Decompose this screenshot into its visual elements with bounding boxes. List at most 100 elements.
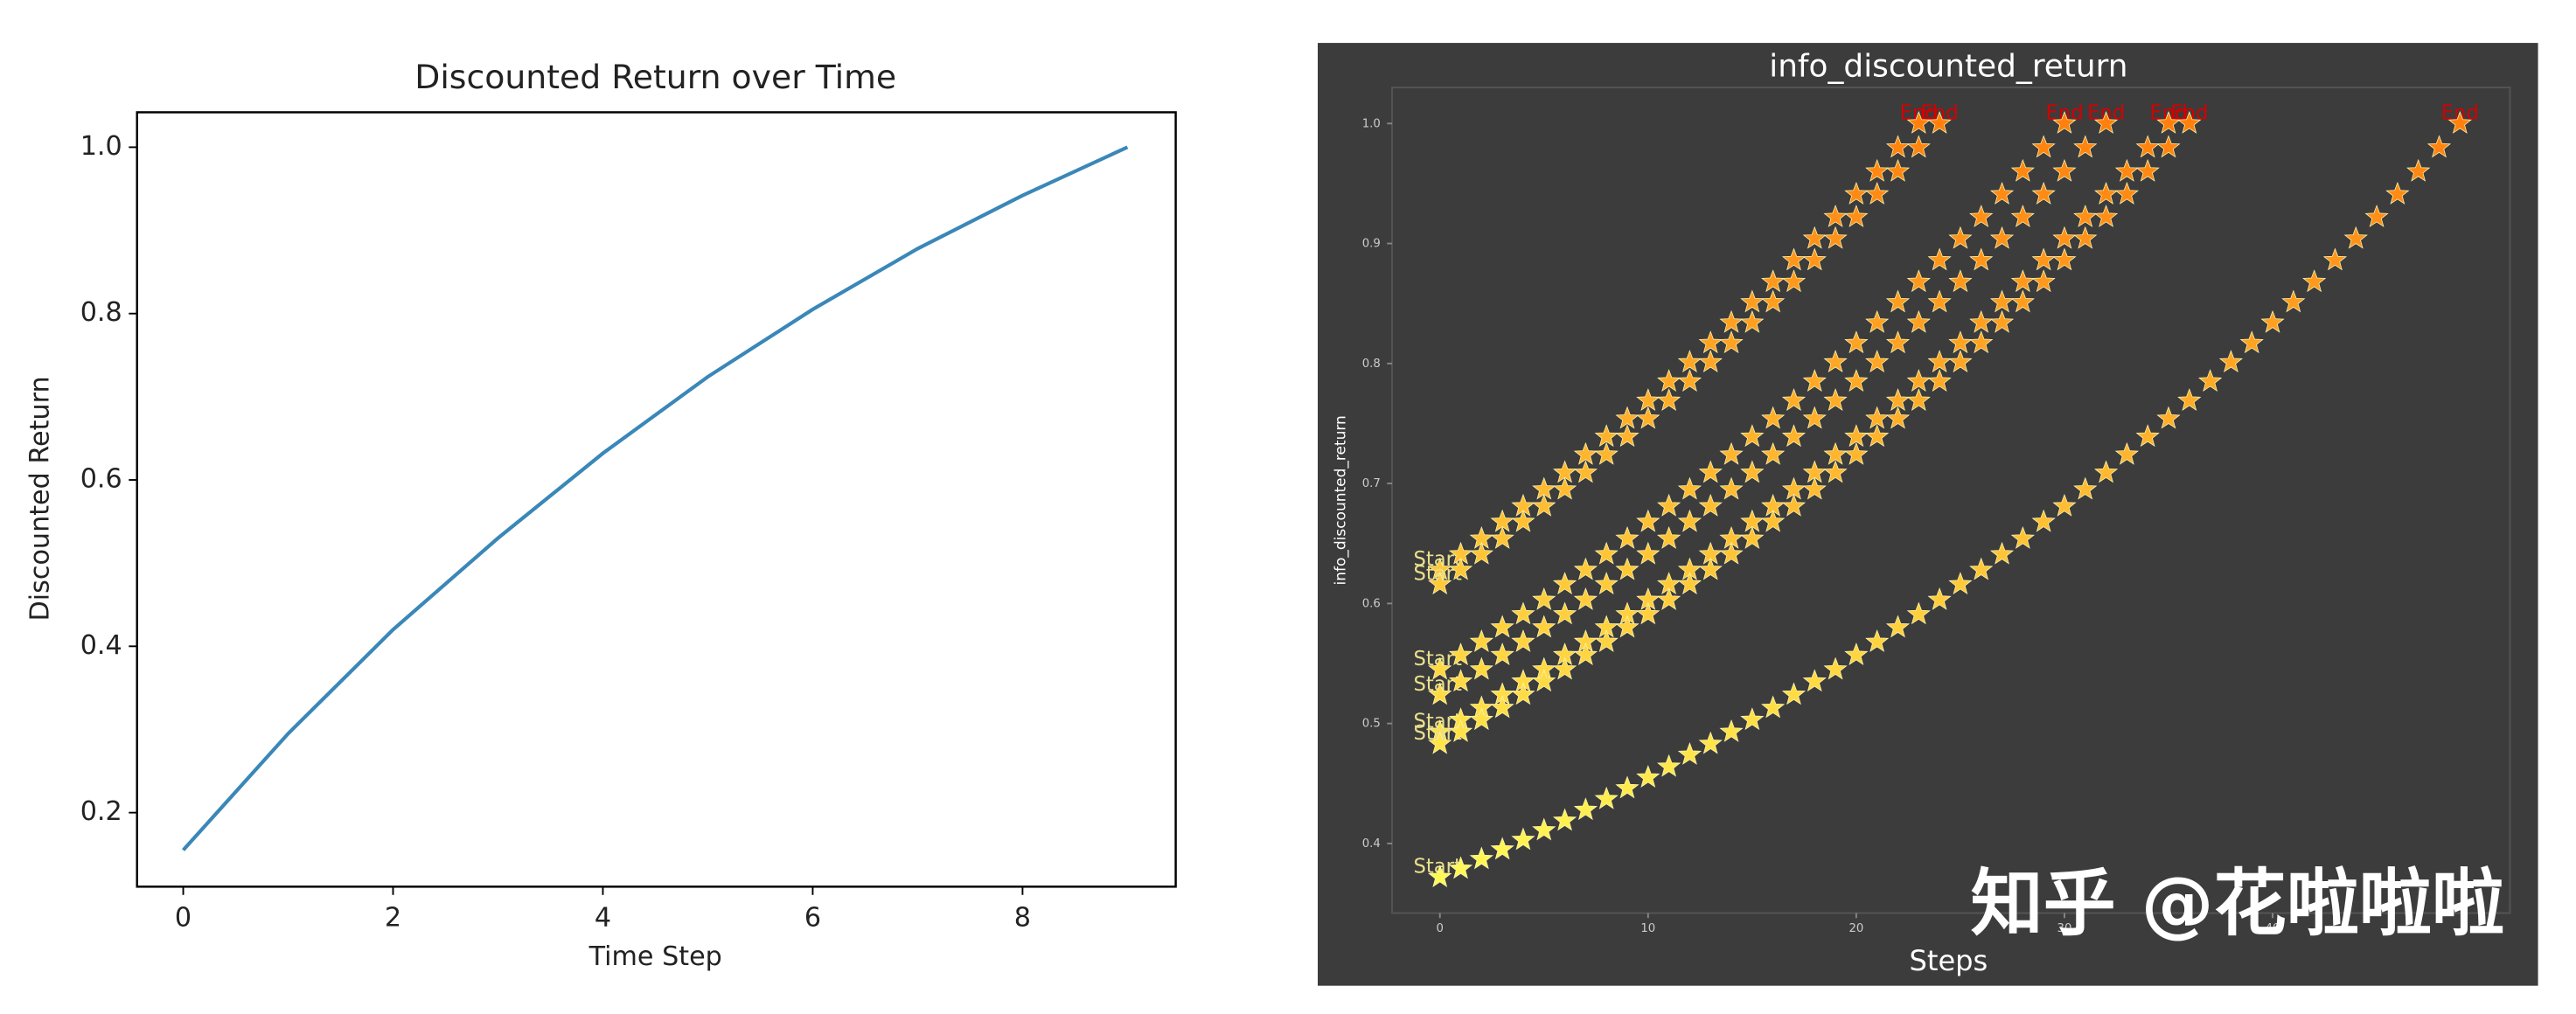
star-point: [1698, 557, 1723, 580]
star-point: [1490, 615, 1514, 638]
star-point: [1719, 476, 1744, 500]
star-point: [1885, 615, 1911, 638]
star-point: [1636, 765, 1660, 788]
star-point: [2343, 226, 2368, 249]
star-point: [1511, 601, 1535, 625]
star-point: [1719, 309, 1744, 333]
star-point: [1781, 388, 1807, 411]
star-point: [1573, 441, 1598, 465]
star-point: [1552, 476, 1577, 500]
star-point: [1906, 110, 1931, 134]
star-point: [1532, 817, 1556, 841]
star-point: [1677, 742, 1702, 765]
x-tick-label: 0: [1437, 922, 1444, 935]
star-point: [1448, 669, 1473, 692]
star-point: [1677, 572, 1702, 595]
star-point: [2052, 247, 2077, 271]
star-point: [2093, 181, 2119, 205]
star-point: [1906, 309, 1931, 333]
star-point: [1740, 707, 1765, 731]
star-point: [1927, 110, 1952, 134]
star-point: [2031, 181, 2056, 205]
star-point: [1802, 226, 1827, 249]
x-axis-label: Time Step: [588, 941, 722, 972]
star-point: [1823, 388, 1848, 411]
y-tick-label: 0.4: [1362, 837, 1381, 851]
star-point: [2010, 289, 2035, 313]
star-point: [2114, 441, 2139, 465]
star-point: [1532, 615, 1556, 638]
chart-title: info_discounted_return: [1769, 48, 2127, 84]
star-point: [1719, 719, 1744, 742]
x-tick-label: 10: [1640, 922, 1655, 935]
star-point: [1906, 388, 1931, 411]
star-point: [2031, 247, 2056, 271]
star-point: [2093, 110, 2119, 134]
star-point: [1698, 330, 1723, 354]
plot-frame: [136, 111, 1177, 888]
star-point: [1615, 406, 1640, 429]
star-point: [1761, 289, 1786, 313]
star-point: [1657, 493, 1681, 517]
star-point: [1428, 731, 1452, 754]
star-point: [1823, 205, 1848, 227]
star-point: [1448, 642, 1473, 665]
data-line: [181, 145, 1129, 851]
x-axis-label: Steps: [1909, 944, 1988, 977]
star-point: [1885, 388, 1911, 411]
star-point: [1615, 525, 1640, 549]
x-tick-label: 20: [1848, 922, 1863, 935]
star-point: [1781, 424, 1807, 448]
star-point: [1969, 330, 1994, 354]
star-point: [1989, 226, 2015, 249]
star-point: [1927, 369, 1952, 392]
star-point: [2177, 388, 2202, 411]
star-point: [1802, 406, 1827, 429]
y-tick-label: 0.5: [1362, 718, 1381, 731]
star-point: [2010, 269, 2035, 293]
star-point: [2114, 181, 2139, 205]
star-point: [1761, 695, 1786, 719]
star-point: [1781, 247, 1807, 271]
star-point: [1906, 369, 1931, 392]
plot-frame: [1391, 87, 2511, 914]
star-point: [1948, 572, 1973, 595]
star-point: [1448, 856, 1473, 879]
star-point: [1677, 509, 1702, 532]
star-point: [1927, 247, 1952, 271]
star-point: [1448, 719, 1473, 742]
star-point: [2031, 135, 2056, 158]
star-point: [1511, 509, 1535, 532]
star-point: [1532, 587, 1556, 610]
star-point: [1428, 656, 1452, 680]
star-point: [1844, 330, 1869, 354]
star-point: [1740, 289, 1765, 313]
star-point: [1490, 695, 1514, 719]
star-point: [1657, 587, 1681, 610]
star-point: [1885, 330, 1911, 354]
star-point: [2322, 247, 2348, 271]
star-point: [1865, 181, 1890, 205]
star-point: [1615, 557, 1640, 580]
star-point: [1698, 731, 1723, 754]
star-point: [1657, 525, 1681, 549]
star-point: [2135, 424, 2160, 448]
star-point: [1677, 350, 1702, 373]
star-point: [1885, 406, 1911, 429]
star-point: [1948, 350, 1973, 373]
star-point: [1552, 572, 1577, 595]
star-point: [2031, 269, 2056, 293]
y-tick-label: 0.4: [80, 630, 122, 661]
star-point: [2447, 110, 2472, 134]
star-point: [1823, 226, 1848, 249]
star-point: [2073, 476, 2098, 500]
star-point: [1969, 205, 1994, 227]
y-axis-label: info_discounted_return: [1332, 415, 1349, 585]
x-tick-label: 4: [595, 902, 611, 933]
star-point: [1906, 269, 1931, 293]
star-point: [1802, 369, 1827, 392]
star-point: [2073, 205, 2098, 227]
star-point: [2177, 110, 2202, 134]
star-point: [1802, 669, 1827, 692]
